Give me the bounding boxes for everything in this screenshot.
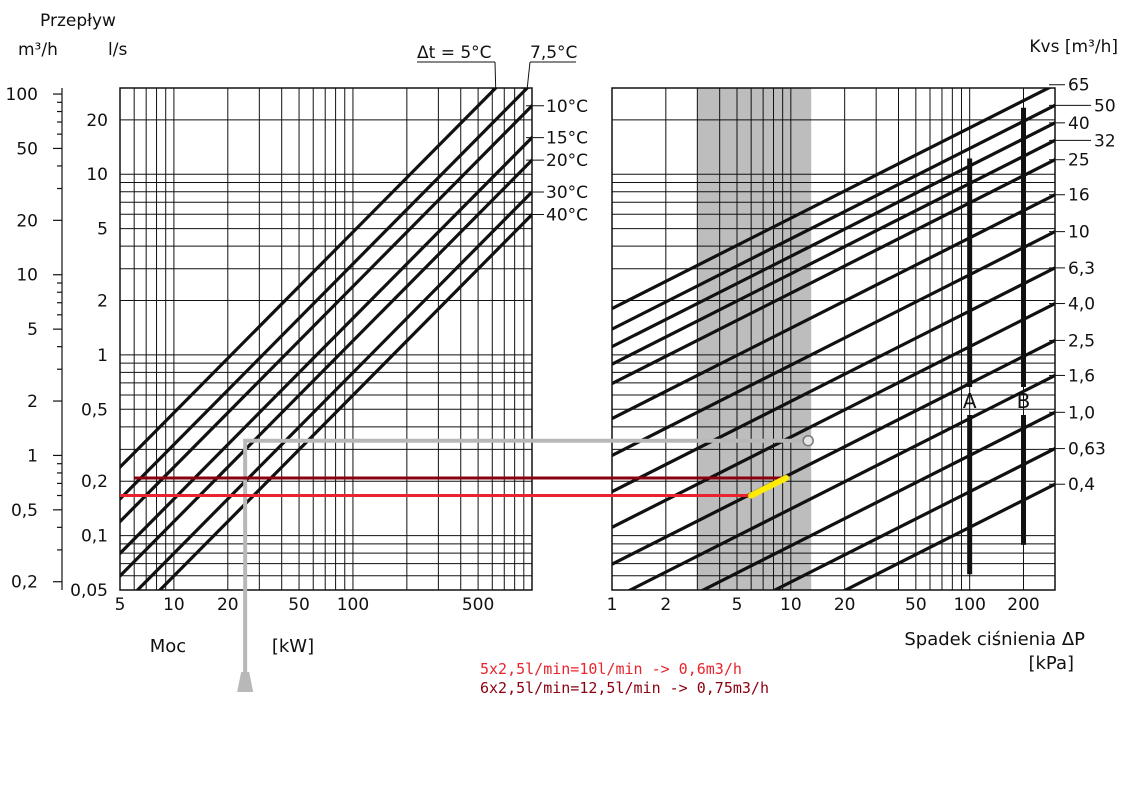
kvs-line (771, 446, 1055, 590)
kvs-line (626, 373, 1055, 590)
kvs-line (612, 138, 1055, 366)
gray-guide-pointer (237, 672, 254, 692)
kvs-line (612, 103, 1055, 331)
ls-tick-label: 0,5 (81, 400, 108, 420)
note-darkred: 6x2,5l/min=12,5l/min -> 0,75m3/h (480, 679, 769, 697)
kvs-label: 16 (1068, 186, 1090, 206)
flow-axis-title: Przepływ (40, 11, 116, 31)
gray-guide-dot (802, 434, 814, 447)
ls-tick-label: 0,2 (81, 472, 108, 492)
dt-line (120, 135, 532, 556)
m3h-tick-label: 1 (27, 446, 38, 466)
kvs-label: 40 (1068, 114, 1090, 134)
dt-label-7-5: 7,5°C (530, 43, 577, 63)
dt-line (135, 189, 532, 590)
m3h-tick-label: 10 (16, 266, 38, 286)
kvs-axis-title: Kvs [m³/h] (1029, 37, 1118, 57)
kvs-line (699, 410, 1055, 590)
yellow-segment (748, 475, 790, 499)
ls-tick-label: 10 (86, 165, 108, 185)
kvs-line (612, 192, 1055, 421)
ls-tick-label: 2 (97, 292, 108, 312)
ls-tick-label: 1 (97, 346, 108, 366)
x-tick-label: 100 (337, 595, 369, 615)
dt-prefix: Δt = (417, 43, 460, 63)
x-tick-label: 100 (953, 595, 985, 615)
kvs-label: 4,0 (1068, 295, 1095, 315)
m3h-tick-label: 5 (27, 320, 38, 340)
marker-label: A (963, 389, 977, 413)
kvs-line (612, 88, 1053, 311)
x-tick-label: 5 (732, 595, 743, 615)
kvs-line (612, 157, 1055, 386)
dt-line (120, 157, 532, 579)
x-tick-label: 200 (1007, 595, 1039, 615)
m3h-tick-label: 100 (6, 85, 38, 105)
note-red: 5x2,5l/min=10l/min -> 0,6m3/h (480, 660, 742, 678)
notes: 5x2,5l/min=10l/min -> 0,6m3/h 6x2,5l/min… (480, 660, 769, 698)
kvs-line (842, 482, 1055, 590)
dt-label: 15°C (546, 129, 588, 149)
ls-unit-label: l/s (108, 40, 127, 60)
x-tick-label: 10 (780, 595, 802, 615)
dp-axis-unit: [kPa] (1028, 653, 1074, 674)
left-frame (119, 87, 533, 591)
x-tick-label: 20 (834, 595, 856, 615)
kvs-line (612, 301, 1055, 530)
dt-line (120, 88, 530, 502)
kvs-line (612, 266, 1055, 494)
m3h-tick-label: 20 (16, 211, 38, 231)
kvs-label: 65 (1068, 76, 1090, 96)
kvs-label: 6,3 (1068, 259, 1095, 279)
dt-label-5: Δt = 5°C (417, 43, 492, 63)
ls-tick-label: 20 (86, 111, 108, 131)
x-tick-label: 50 (288, 595, 310, 615)
dp-axis-label: Spadek ciśnienia ΔP (904, 629, 1085, 650)
m3h-tick-label: 50 (16, 139, 38, 159)
x-axis-unit: [kW] (272, 636, 314, 657)
kvs-label: 1,6 (1068, 366, 1095, 386)
kvs-line (612, 121, 1055, 349)
dt-line (120, 103, 532, 524)
kvs-label: 2,5 (1068, 331, 1095, 351)
x-tick-label: 50 (905, 595, 927, 615)
x-tick-label: 1 (607, 595, 618, 615)
kvs-label: 1,0 (1068, 403, 1095, 423)
kvs-label: 10 (1068, 223, 1090, 243)
ls-tick-label: 5 (97, 220, 108, 240)
kvs-label: 25 (1068, 151, 1090, 171)
shaded-band (697, 88, 812, 590)
dt-label: 10°C (546, 97, 588, 117)
kvs-label: 32 (1094, 131, 1116, 151)
ls-tick-label: 0,1 (81, 527, 108, 547)
m3h-tick-label: 2 (27, 392, 38, 412)
dt-leader (526, 61, 531, 89)
dt-line (120, 88, 498, 470)
dt-value: 5°C (460, 43, 491, 63)
dt-label: 40°C (546, 206, 588, 226)
kvs-line (612, 338, 1055, 567)
marker-label: B (1017, 389, 1031, 413)
x-tick-label: 20 (217, 595, 239, 615)
x-tick-label: 2 (660, 595, 671, 615)
dt-label: 30°C (546, 183, 588, 203)
m3h-tick-label: 0,5 (11, 501, 38, 521)
m3h-tick-label: 0,2 (11, 573, 38, 593)
kvs-label: 0,4 (1068, 475, 1095, 495)
ls-tick-label: 0,05 (70, 581, 108, 601)
right-frame (611, 87, 1056, 591)
m3h-unit-label: m³/h (18, 40, 58, 60)
dt-label: 20°C (546, 151, 588, 171)
dt-leader (494, 61, 497, 89)
x-tick-label: 5 (115, 595, 126, 615)
kvs-label: 50 (1094, 96, 1116, 116)
x-axis-label: Moc (150, 636, 186, 657)
kvs-label: 0,63 (1068, 440, 1106, 460)
gray-guide-line (243, 438, 809, 680)
x-tick-label: 500 (462, 595, 494, 615)
x-tick-label: 10 (163, 595, 185, 615)
